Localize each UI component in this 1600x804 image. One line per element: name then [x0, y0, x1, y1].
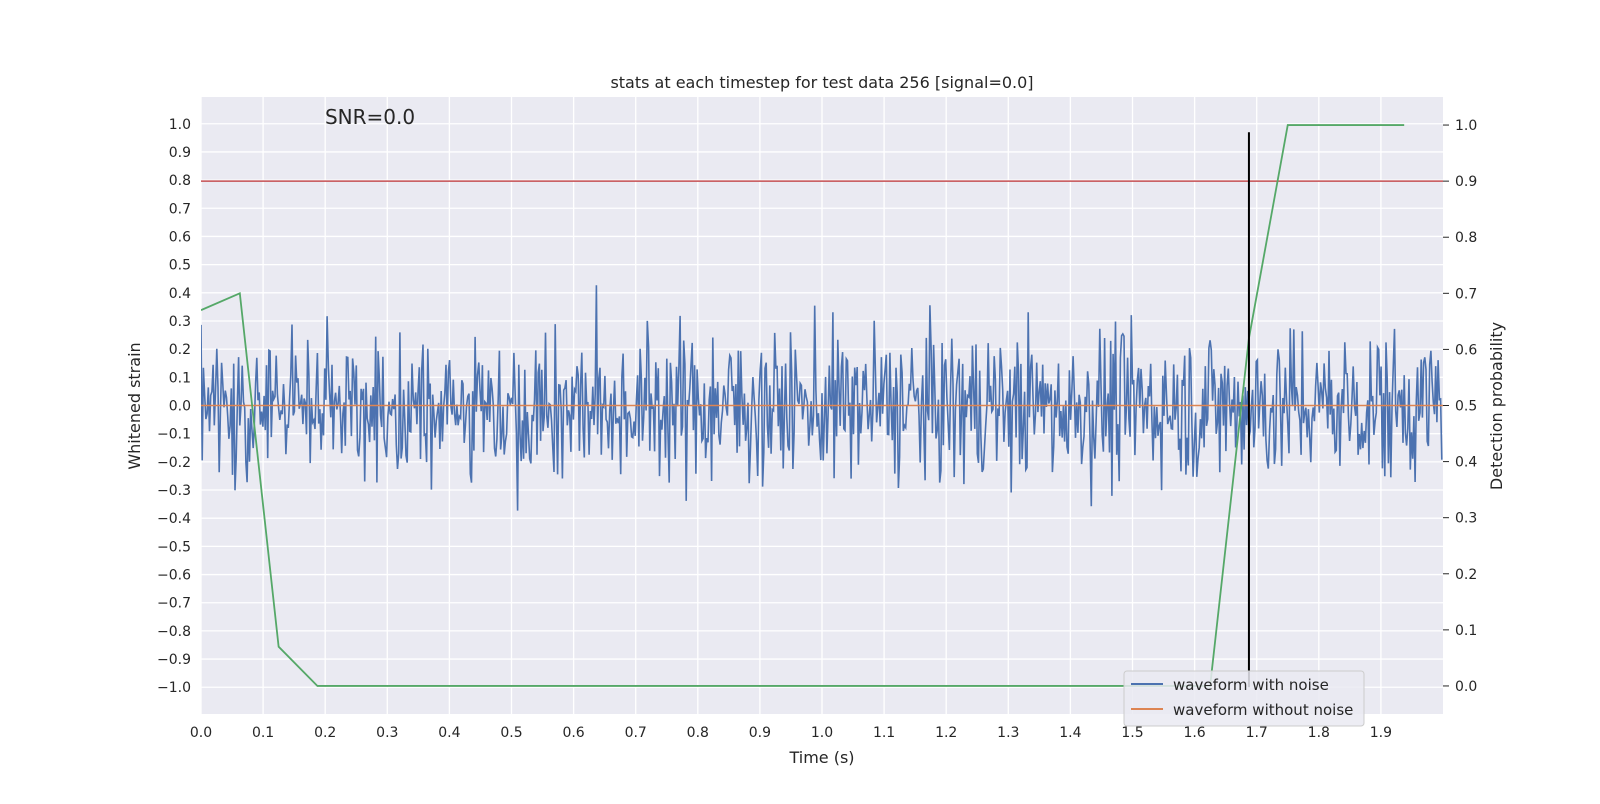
- legend-label-noise: waveform with noise: [1173, 676, 1329, 694]
- y2-tick-label: 0.5: [1455, 399, 1477, 415]
- y-tick-label: −0.3: [157, 483, 191, 499]
- series-line-noise: [201, 285, 1443, 511]
- x-tick-label: 0.2: [314, 725, 336, 741]
- y-axis-label: Whitened strain: [125, 342, 144, 469]
- legend-label-clean: waveform without noise: [1173, 701, 1353, 719]
- x-tick-label: 1.2: [935, 725, 957, 741]
- y-tick-label: 0.4: [169, 286, 191, 302]
- x-tick-label: 1.3: [997, 725, 1019, 741]
- x-tick-label: 0.8: [687, 725, 709, 741]
- x-tick-label: 1.1: [873, 725, 895, 741]
- x-tick-label: 0.9: [749, 725, 771, 741]
- x-tick-label: 1.0: [811, 725, 833, 741]
- y-tick-label: −0.8: [157, 624, 191, 640]
- y2-tick-label: 0.2: [1455, 567, 1477, 583]
- x-tick-label: 1.6: [1183, 725, 1205, 741]
- legend-box: [1123, 670, 1365, 727]
- y-tick-label: −1.0: [157, 680, 191, 696]
- plot-content: [201, 124, 1443, 688]
- x-tick-label: 0.4: [438, 725, 460, 741]
- y-tick-label: 0.1: [169, 370, 191, 386]
- y-tick-label: 0.3: [169, 314, 191, 330]
- y2-tick-label: 0.3: [1455, 511, 1477, 527]
- y2-tick-label: 0.1: [1455, 623, 1477, 639]
- y2-tick-label: 0.8: [1455, 230, 1477, 246]
- x-axis-label: Time (s): [788, 748, 854, 767]
- series-line-probability: [201, 124, 1405, 687]
- y2-tick-label: 0.6: [1455, 342, 1477, 358]
- x-tick-label: 1.4: [1059, 725, 1081, 741]
- y-tick-label: 0.5: [169, 258, 191, 274]
- y-tick-label: −0.5: [157, 539, 191, 555]
- chart-title: stats at each timestep for test data 256…: [610, 73, 1033, 92]
- y-tick-label: −0.6: [157, 568, 191, 584]
- y-tick-label: 0.8: [169, 173, 191, 189]
- y2-tick-label: 0.0: [1455, 679, 1477, 695]
- x-tick-label: 0.7: [625, 725, 647, 741]
- y2-tick-label: 0.4: [1455, 455, 1477, 471]
- y-tick-label: −0.2: [157, 455, 191, 471]
- y-tick-label: 0.7: [169, 201, 191, 217]
- y-tick-label: 1.0: [169, 117, 191, 133]
- x-tick-label: 0.5: [500, 725, 522, 741]
- x-ticks: 0.0 0.1 0.2 0.3 0.4 0.5 0.6 0.7 0.8 0.9 1.0 1.1 1.2 1…: [190, 725, 1392, 741]
- legend: waveform with noise waveform without noi…: [1123, 670, 1365, 727]
- y2-axis-label: Detection probability: [1487, 322, 1506, 490]
- y-tick-label: −0.1: [157, 427, 191, 443]
- y2-tick-label: 0.9: [1455, 174, 1477, 190]
- y-tick-label: 0.2: [169, 342, 191, 358]
- x-tick-label: 0.1: [252, 725, 274, 741]
- y-tick-label: 0.0: [169, 399, 191, 415]
- y-tick-label: −0.7: [157, 596, 191, 612]
- y2-tick-label: 1.0: [1455, 118, 1477, 134]
- snr-annotation: SNR=0.0: [325, 105, 415, 129]
- x-tick-label: 1.8: [1308, 725, 1330, 741]
- x-tick-label: 0.0: [190, 725, 212, 741]
- y-tick-label: −0.4: [157, 511, 191, 527]
- x-tick-label: 1.7: [1246, 725, 1268, 741]
- x-tick-label: 0.3: [376, 725, 398, 741]
- y-ticks: 1.0 0.9 0.8 0.7 0.6 0.5 0.4 0.3 0.2 0.1 0.0 −0.1 −0.…: [157, 117, 191, 696]
- y-tick-label: 0.6: [169, 229, 191, 245]
- y2-tick-label: 0.7: [1455, 286, 1477, 302]
- x-tick-label: 1.5: [1121, 725, 1143, 741]
- series-layer: [201, 124, 1443, 688]
- y-tick-label: −0.9: [157, 652, 191, 668]
- x-tick-label: 1.9: [1370, 725, 1392, 741]
- x-tick-label: 0.6: [562, 725, 584, 741]
- y-tick-label: 0.9: [169, 145, 191, 161]
- y2-ticks: 1.0 0.9 0.8 0.7 0.6 0.5 0.4 0.3 0.2 0.1 0.0: [1443, 118, 1477, 695]
